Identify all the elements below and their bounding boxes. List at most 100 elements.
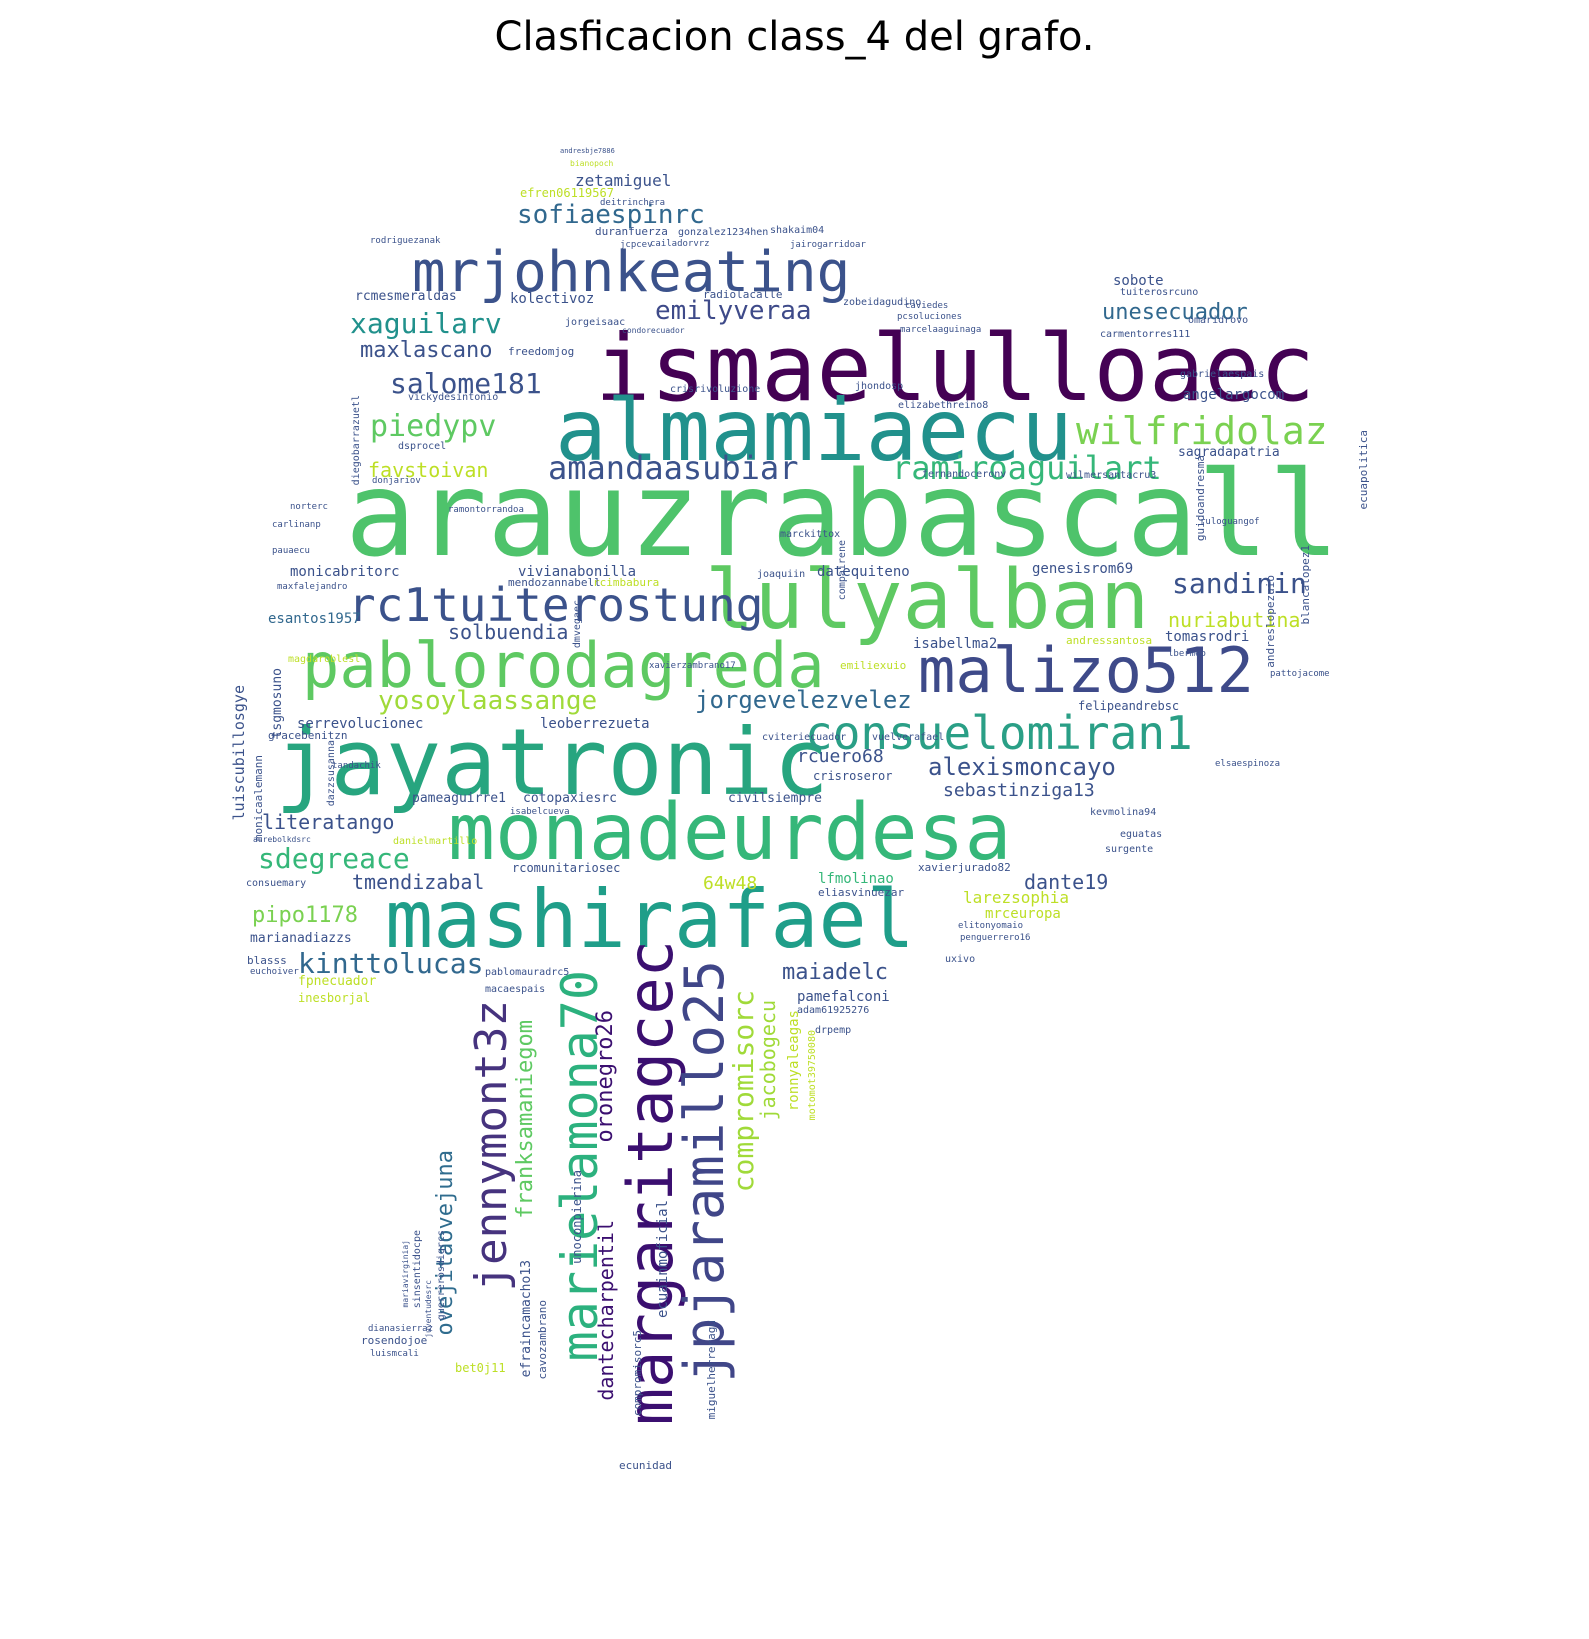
cloud-word: gonzalez1234hen: [678, 227, 769, 238]
cloud-word: favstoivan: [368, 458, 489, 482]
cloud-word: penguerrero16: [960, 933, 1031, 943]
cloud-word: ronnyaleagas: [786, 1010, 802, 1112]
cloud-word: miguelherreragu: [705, 1320, 718, 1420]
cloud-word: consuelomiran1: [805, 706, 1193, 760]
cloud-word: sagradapatria: [1178, 445, 1280, 460]
cloud-word: jorgeisaac: [565, 317, 626, 328]
cloud-word: tuiterosrcuno: [1120, 287, 1199, 298]
figure-title: Clasficacion class_4 del grafo.: [494, 14, 1095, 60]
cloud-word: cviteriecuador: [762, 732, 847, 743]
cloud-word: 64w48: [703, 873, 758, 894]
cloud-word: marcelaaguinaga: [900, 325, 982, 335]
cloud-word: monadeurdesa: [448, 788, 1012, 878]
cloud-word: aurebolkdsrc: [253, 835, 311, 844]
cloud-word: rcmesmeraldas: [355, 289, 457, 304]
cloud-word: dazzsusanna: [326, 740, 337, 807]
cloud-word: compromisorc: [727, 990, 760, 1193]
cloud-word: rcuero68: [797, 746, 884, 767]
cloud-word: isabelcueva: [510, 807, 570, 817]
cloud-word: xavierjurado82: [918, 861, 1011, 874]
cloud-word: blancalopez1: [1299, 545, 1312, 625]
cloud-word: jairogarridoar: [790, 240, 866, 250]
cloud-word: euchoiver: [250, 967, 299, 977]
cloud-word: inesborjal: [298, 991, 371, 1005]
cloud-word: danielmartillo: [393, 836, 478, 847]
cloud-word: kolectivoz: [510, 291, 595, 307]
cloud-word: maxlascano: [360, 338, 493, 363]
cloud-word: emiliexuio: [840, 659, 907, 672]
cloud-word: lbermeo: [1168, 649, 1206, 659]
cloud-word: norterc: [290, 502, 328, 512]
cloud-word: monicabritorc: [290, 564, 400, 580]
cloud-word: marianadiazzs: [250, 931, 352, 946]
cloud-word: ruloguangof: [1200, 517, 1260, 527]
cloud-word: pcsoluciones: [897, 312, 963, 322]
cloud-word: jorgevelezvelez: [695, 686, 912, 714]
cloud-word: sdegreace: [258, 842, 410, 875]
cloud-word: surgente: [1105, 844, 1154, 855]
cloud-word: civilsiempre: [728, 791, 822, 806]
cloud-word: rodriguezanak: [370, 236, 441, 246]
cloud-word: vickydesintonio: [408, 392, 499, 403]
cloud-word: literatango: [262, 810, 395, 834]
cloud-word: larezsophia: [963, 888, 1069, 907]
cloud-word: caviedes: [905, 301, 949, 311]
cloud-word: macaespais: [485, 984, 546, 995]
cloud-word: yosoylaassange: [378, 686, 598, 716]
cloud-word: sandinin: [1172, 567, 1307, 600]
cloud-word: felipeandrebsc: [1078, 699, 1180, 713]
cloud-word: dante19: [1024, 870, 1109, 894]
cloud-word: gabrielaespais: [1180, 369, 1265, 380]
cloud-word: nuriabutina: [1168, 608, 1301, 632]
cloud-word: elsaespinoza: [1215, 759, 1281, 769]
cloud-word: cavozambrano: [536, 1300, 549, 1380]
cloud-word: ramiroaguilart: [892, 449, 1162, 487]
cloud-word: sobote: [1113, 273, 1164, 289]
cloud-word: serrevolucionec: [297, 716, 424, 732]
cloud-word: lulyalban: [705, 553, 1150, 648]
cloud-word: jhondosp: [855, 381, 904, 392]
cloud-word: andressantosa: [1066, 634, 1153, 647]
cloud-word: crisroseror: [813, 769, 893, 783]
cloud-word: ismaelulloaec: [595, 315, 1316, 422]
cloud-word: andreslopezuio: [1264, 575, 1277, 668]
cloud-word: dsprocel: [398, 441, 447, 452]
cloud-word: donjariov: [372, 476, 421, 486]
cloud-word: eguatas: [1120, 829, 1163, 840]
cloud-word: dianasierraz: [368, 1324, 434, 1334]
cloud-word: radiolacalle: [703, 288, 783, 301]
cloud-word: shakaim04: [770, 225, 825, 236]
cloud-word: duranfuerza: [595, 225, 668, 238]
cloud-word: pameaguirre1: [412, 791, 506, 806]
cloud-word: andresbje7886: [560, 147, 615, 155]
cloud-word: marckittox: [780, 529, 841, 540]
cloud-word: compromisorc5: [631, 1330, 644, 1417]
cloud-word: zobeidagudino: [843, 297, 922, 308]
cloud-word: piedypv: [370, 409, 497, 444]
cloud-word: almamiaecu: [555, 381, 1073, 481]
cloud-word: vuelverafael: [872, 732, 945, 743]
cloud-word: jpjaramillo25: [673, 960, 736, 1383]
cloud-word: cotopaxiesrc: [523, 791, 617, 806]
cloud-word: mashirafael: [385, 873, 915, 966]
cloud-word: sinsentidocpe: [412, 1230, 423, 1309]
cloud-word: mrjohnkeating: [412, 240, 851, 305]
cloud-word: efren06119567: [520, 186, 614, 200]
cloud-word: monicaalemann: [252, 755, 265, 842]
cloud-word: mrceuropa: [985, 906, 1061, 922]
cloud-word: pablomauradrc5: [485, 967, 570, 978]
cloud-word: elitonyomaio: [958, 921, 1024, 931]
cloud-word: unoconpierina: [570, 1170, 584, 1264]
cloud-word: bet0j11: [455, 1361, 506, 1375]
cloud-word: xavierzambrano17: [649, 661, 736, 671]
cloud-word: jayatronic: [275, 709, 829, 816]
cloud-word: jennymont3z: [466, 1000, 517, 1292]
cloud-word: ecuapolitica: [1357, 430, 1370, 510]
cloud-word: carlinanp: [272, 520, 321, 530]
cloud-word: magdaroblesl: [288, 654, 361, 665]
cloud-word: maiadelc: [782, 960, 888, 985]
cloud-word: omaridrovo: [1188, 315, 1249, 326]
cloud-word: tandachik: [332, 761, 381, 771]
cloud-word: consuemary: [246, 878, 307, 889]
cloud-word: amandaasubiar: [548, 449, 799, 487]
